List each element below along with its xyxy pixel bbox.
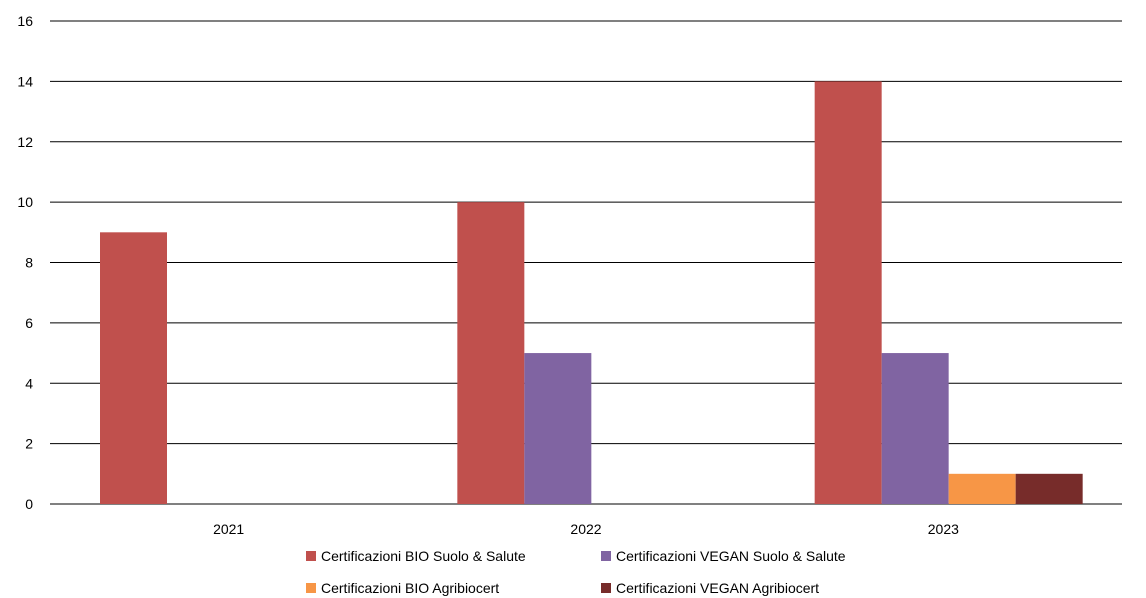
y-tick-label: 4 xyxy=(25,375,33,391)
bar-2023-series-3 xyxy=(948,473,1016,504)
legend-item: Certificazioni BIO Agribiocert xyxy=(306,580,499,596)
legend: Certificazioni BIO Suolo & Salute Certifi… xyxy=(306,548,846,596)
bar-2023-series-2 xyxy=(881,353,949,504)
legend-item: Certificazioni VEGAN Suolo & Salute xyxy=(601,548,846,564)
gridlines xyxy=(50,20,1122,505)
legend-swatch xyxy=(306,583,316,593)
legend-swatch xyxy=(601,551,611,561)
bar-2021-series-1 xyxy=(100,232,167,504)
bar-2023-series-1 xyxy=(814,81,882,504)
bar-2022-series-2 xyxy=(524,353,592,504)
y-axis-tick-labels: 0 2 4 6 8 10 12 14 16 xyxy=(17,13,33,512)
y-tick-label: 12 xyxy=(17,134,33,150)
bars xyxy=(100,81,1083,504)
y-tick-label: 0 xyxy=(25,496,33,512)
legend-label: Certificazioni BIO Agribiocert xyxy=(321,580,499,596)
legend-item: Certificazioni BIO Suolo & Salute xyxy=(306,548,526,564)
x-tick-label: 2022 xyxy=(570,521,601,537)
bar-2022-series-1 xyxy=(457,202,525,504)
x-axis-tick-labels: 2021 2022 2023 xyxy=(213,521,959,537)
legend-label: Certificazioni BIO Suolo & Salute xyxy=(321,548,526,564)
legend-swatch xyxy=(306,551,316,561)
legend-label: Certificazioni VEGAN Agribiocert xyxy=(616,580,819,596)
y-tick-label: 10 xyxy=(17,194,33,210)
bar-2023-series-4 xyxy=(1015,473,1083,504)
y-tick-label: 6 xyxy=(25,315,33,331)
legend-swatch xyxy=(601,583,611,593)
y-tick-label: 16 xyxy=(17,13,33,29)
y-tick-label: 8 xyxy=(25,255,33,271)
legend-item: Certificazioni VEGAN Agribiocert xyxy=(601,580,819,596)
x-tick-label: 2023 xyxy=(928,521,959,537)
x-tick-label: 2021 xyxy=(213,521,244,537)
legend-label: Certificazioni VEGAN Suolo & Salute xyxy=(616,548,846,564)
y-tick-label: 2 xyxy=(25,436,33,452)
y-tick-label: 14 xyxy=(17,73,33,89)
